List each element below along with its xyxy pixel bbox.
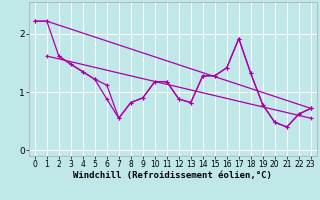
X-axis label: Windchill (Refroidissement éolien,°C): Windchill (Refroidissement éolien,°C) xyxy=(73,171,272,180)
